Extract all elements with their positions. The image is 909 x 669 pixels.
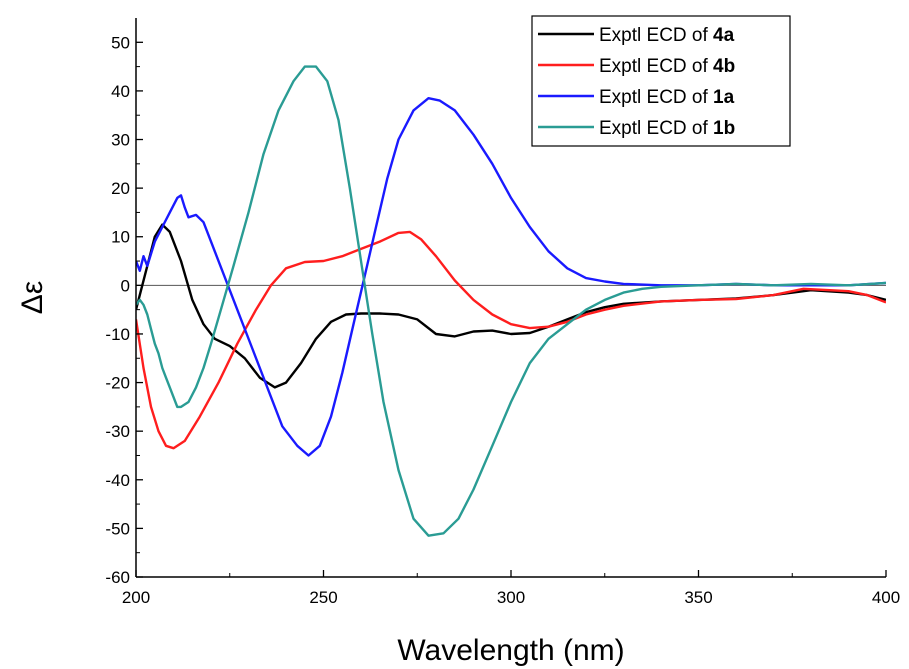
legend-label-4a: Exptl ECD of 4a [599,25,735,46]
y-tick-label: -10 [105,325,130,344]
legend-label-prefix: Exptl ECD of [599,87,713,108]
x-axis-title: Wavelength (nm) [397,634,624,667]
y-axis-title: Δε [16,281,49,314]
legend-label-compound: 1b [713,118,735,139]
legend-label-1b: Exptl ECD of 1b [599,118,735,139]
legend-box [531,15,791,147]
y-tick-label: 20 [111,179,130,198]
x-tick-label: 400 [872,588,900,607]
y-tick-label: -50 [105,519,130,538]
series-line-4b [136,230,886,450]
y-tick-label: 40 [111,82,130,101]
legend-label-prefix: Exptl ECD of [599,25,713,46]
series-line-1a [136,97,886,457]
legend-label-4b: Exptl ECD of 4b [599,56,735,77]
x-tick-label: 200 [122,588,150,607]
x-tick-label: 300 [497,588,525,607]
series-line-4a [136,223,886,389]
legend-label-compound: 4a [713,25,735,46]
legend-label-1a: Exptl ECD of 1a [599,87,735,108]
x-tick-label: 350 [684,588,712,607]
y-tick-label: 50 [111,33,130,52]
axes-layer: -60 -50 -40 -30 -20 -10 0 10 20 30 40 50 200 250 300 35… [105,18,900,607]
series-layer [136,65,886,537]
y-tick-label: 30 [111,131,130,150]
legend-label-prefix: Exptl ECD of [599,118,713,139]
legend-label-prefix: Exptl ECD of [599,56,713,77]
y-tick-label: -60 [105,568,130,587]
y-tick-label: -20 [105,374,130,393]
legend-label-compound: 4b [713,56,735,77]
y-tick-label: -40 [105,471,130,490]
y-tick-label: 10 [111,228,130,247]
y-tick-label: 0 [121,276,130,295]
legend-label-compound: 1a [713,87,735,108]
y-tick-label: -30 [105,422,130,441]
x-tick-label: 250 [309,588,337,607]
series-line-1b [136,65,886,537]
